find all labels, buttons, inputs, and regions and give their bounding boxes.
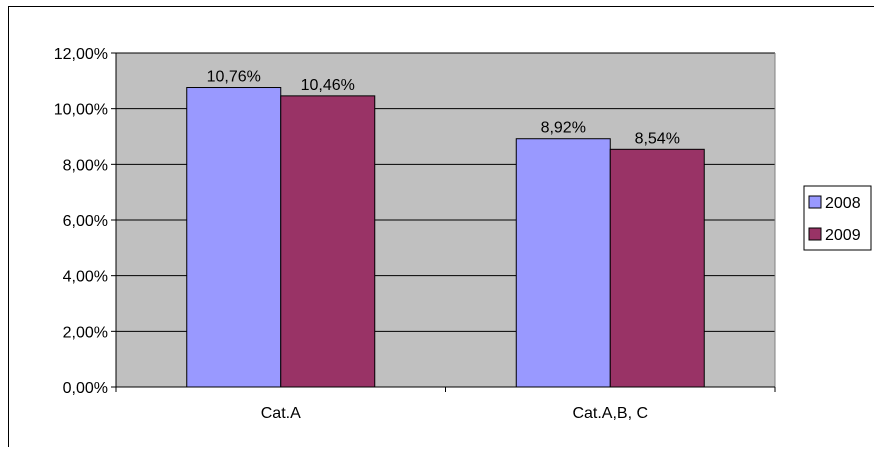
legend-label-2009: 2009 (825, 227, 861, 244)
y-tick-label: 0,00% (63, 380, 108, 397)
x-category-label: Cat.A,B, C (572, 405, 648, 422)
legend-swatch-2009 (808, 227, 822, 241)
bar-2009-1 (280, 95, 376, 388)
legend: 2008 2009 (803, 185, 872, 251)
y-tick-label: 12,00% (54, 46, 108, 63)
bar-2008-2 (515, 138, 611, 388)
plot-area-group: 0,00% 2,00% 4,00% 6,00% 8,00% 10,00% 12,00% 10,… (54, 46, 776, 422)
bar-2008-1 (186, 87, 282, 388)
y-tick-label: 4,00% (63, 269, 108, 286)
y-tick-label: 2,00% (63, 324, 108, 341)
data-label: 10,76% (207, 69, 261, 86)
legend-label-2008: 2008 (825, 195, 861, 212)
data-label: 8,54% (635, 130, 680, 147)
legend-swatch-2008 (808, 195, 822, 209)
data-label: 8,92% (541, 120, 586, 137)
x-category-label: Cat.A (261, 405, 301, 422)
bar-2009-2 (609, 148, 705, 388)
data-label: 10,46% (301, 77, 355, 94)
y-tick-label: 6,00% (63, 213, 108, 230)
y-tick-label: 10,00% (54, 102, 108, 119)
y-tick-label: 8,00% (63, 157, 108, 174)
